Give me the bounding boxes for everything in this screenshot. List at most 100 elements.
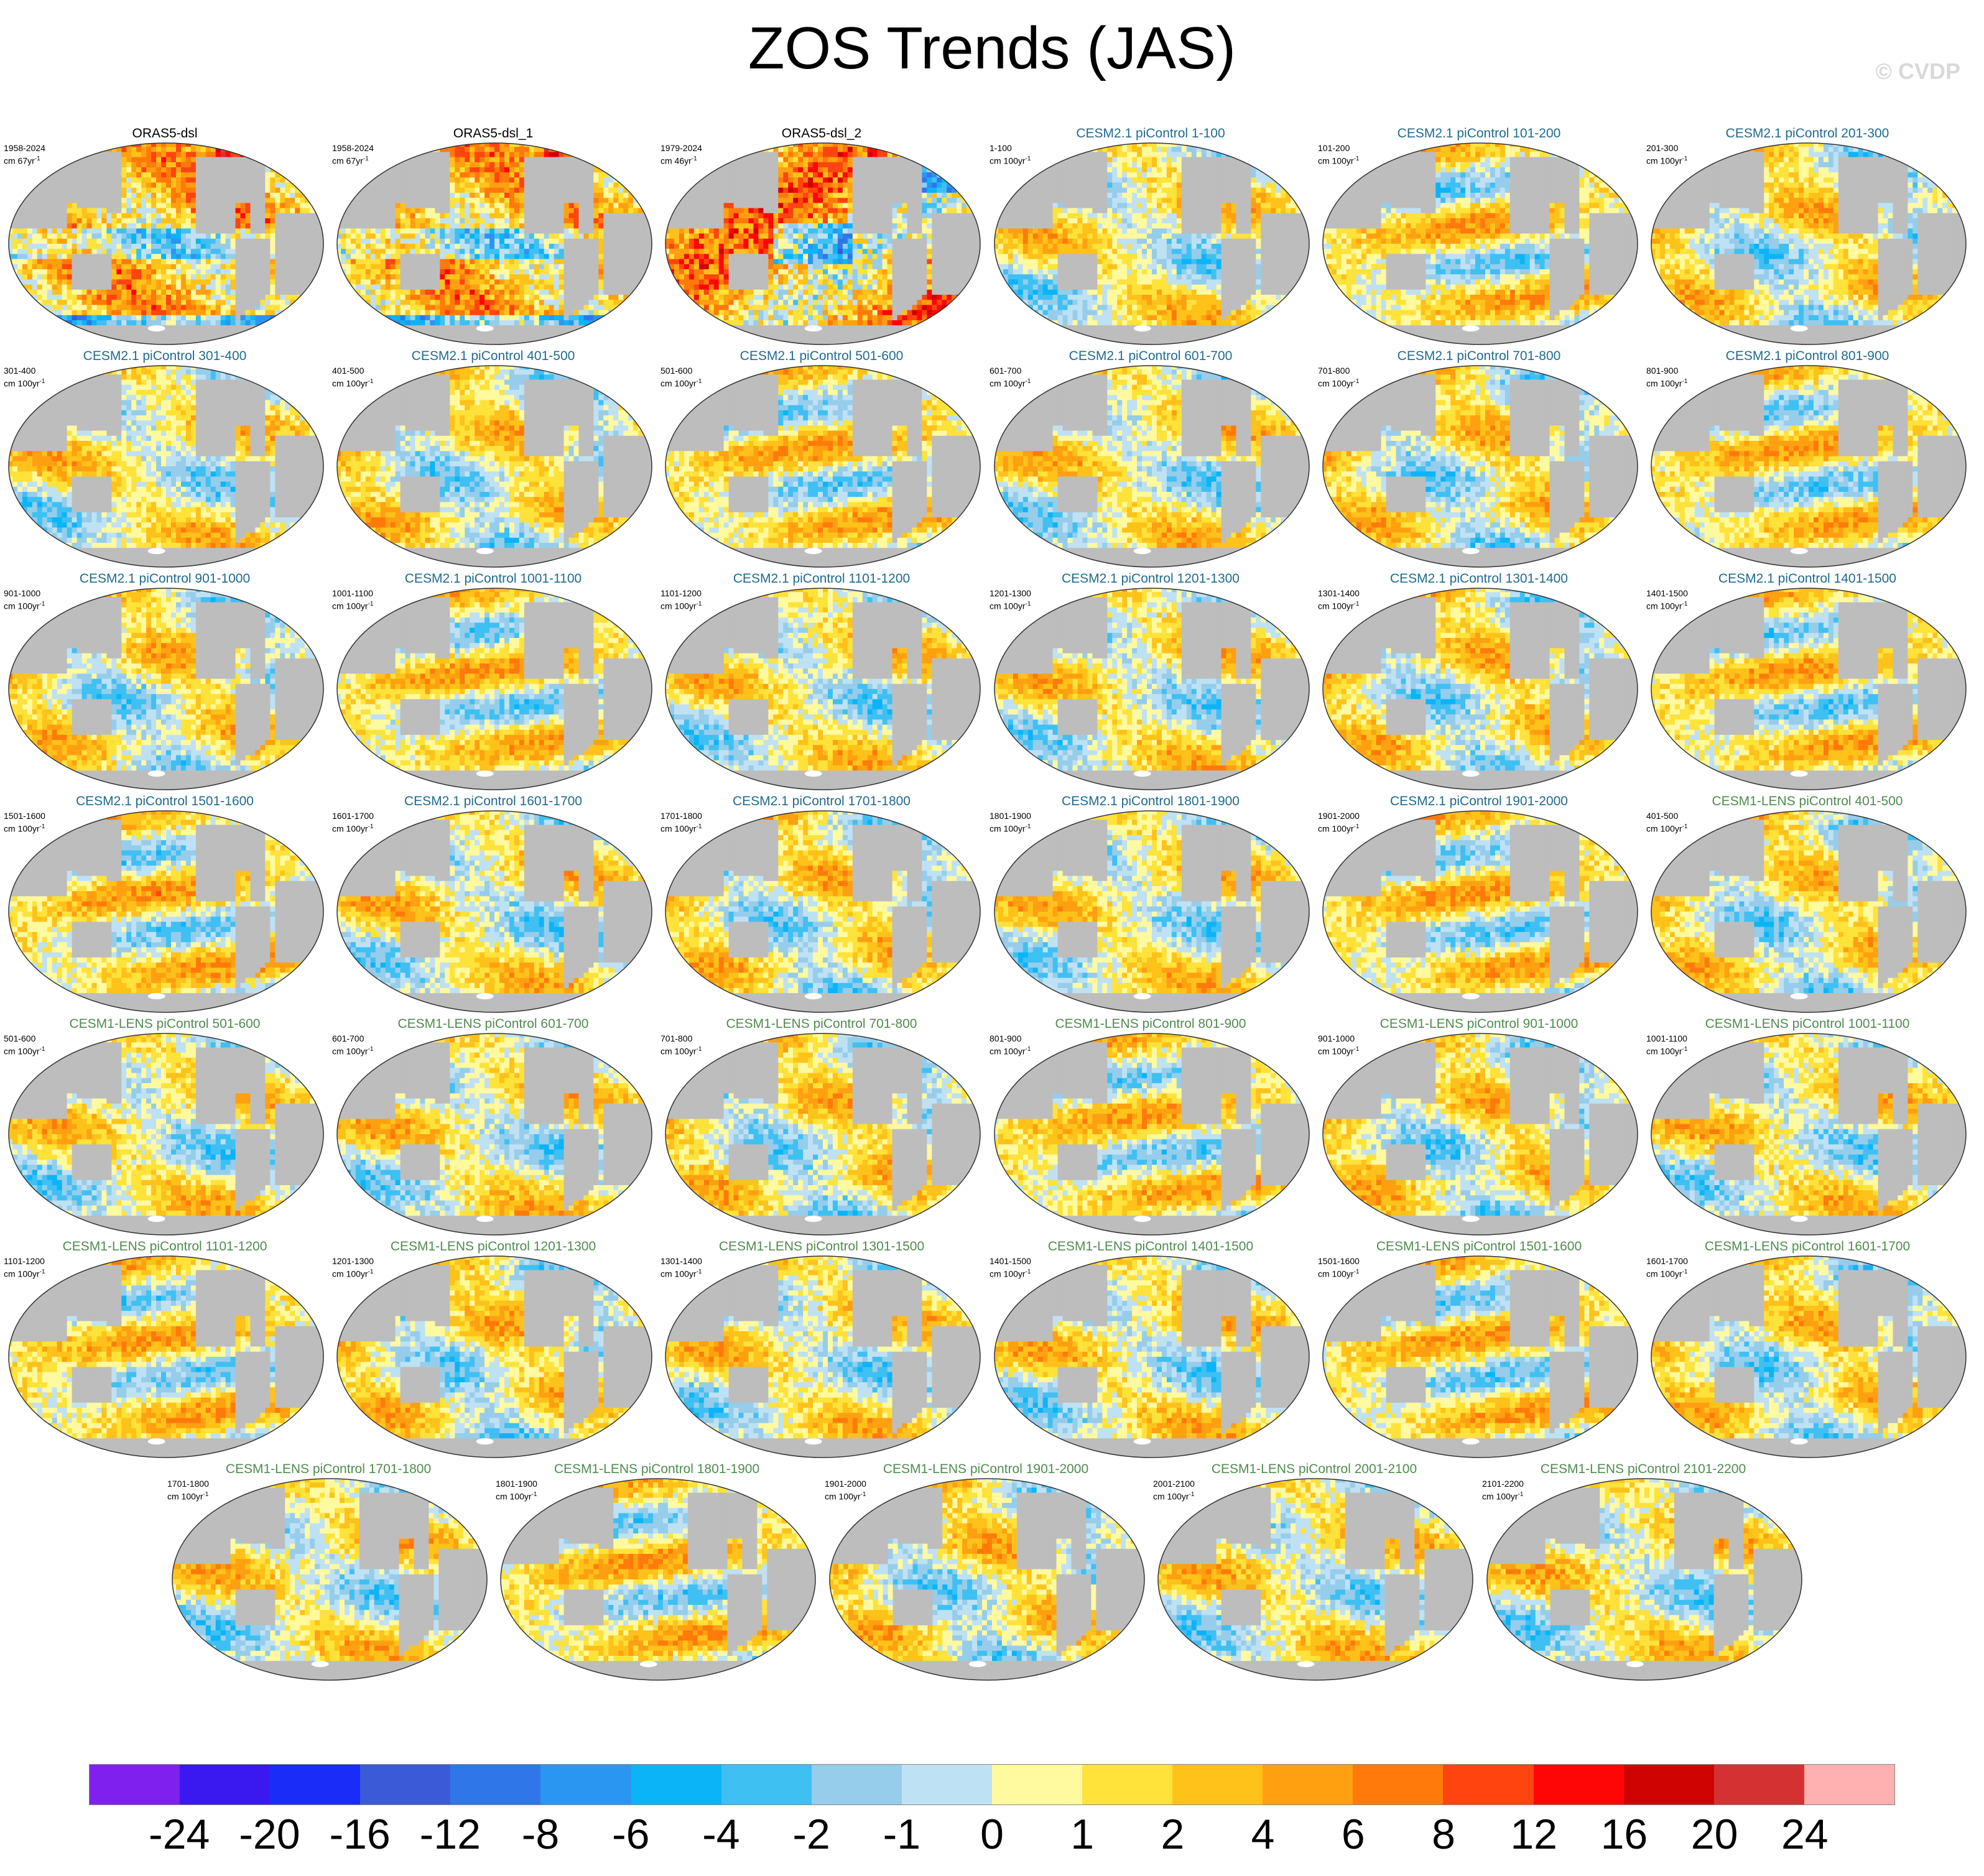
panel-title: CESM1-LENS piControl 901-1000 [1315,1016,1643,1032]
panel-units: cm 100yr-1 [990,154,1031,167]
world-map [1650,364,1967,568]
colorbar-box [1172,1765,1263,1804]
world-map [336,142,653,346]
ice-shelf [1134,1438,1151,1444]
world-map [993,810,1310,1014]
map-panel: CESM2.1 piControl 1001-1100 1001-1100 cm 1… [330,571,657,792]
panel-units: cm 100yr-1 [990,821,1031,834]
world-map [7,364,325,568]
colorbar-tick-label: 4 [1251,1806,1275,1862]
colorbar-box [1443,1765,1533,1804]
world-map [1486,1477,1803,1681]
panel-period: 601-700 [990,366,1031,376]
panel-meta: 1001-1100 cm 100yr-1 [1646,1033,1687,1057]
panel-units: cm 100yr-1 [825,1489,866,1502]
panel-meta: 1979-2024 cm 46yr-1 [661,143,702,167]
world-map [1322,1255,1639,1459]
panel-period: 501-600 [661,366,702,376]
panel-period: 1801-1900 [990,811,1031,821]
panel-meta: 1401-1500 cm 100yr-1 [990,1256,1031,1280]
colorbar-tick-label: 0 [980,1806,1004,1862]
panel-period: 1101-1200 [4,1256,45,1267]
panel-units: cm 67yr-1 [4,154,45,167]
panel-period: 1001-1100 [332,588,373,599]
panel-period: 1958-2024 [332,143,374,154]
ice-shelf [1462,325,1480,331]
world-map [993,142,1310,346]
panel-units: cm 100yr-1 [1646,376,1687,389]
panel-period: 1979-2024 [661,143,702,154]
panel-title: ORAS5-dsl_2 [658,126,985,142]
panel-title: CESM2.1 piControl 1201-1300 [987,571,1314,587]
map-panel: CESM1-LENS piControl 1901-2000 1901-2000 c… [822,1461,1149,1683]
panel-title: CESM1-LENS piControl 1301-1500 [658,1239,985,1255]
panel-title: CESM1-LENS piControl 1001-1100 [1644,1016,1971,1032]
panel-title: CESM1-LENS piControl 1701-1800 [165,1461,492,1477]
panel-title: CESM1-LENS piControl 1601-1700 [1644,1239,1971,1255]
panel-units: cm 100yr-1 [4,821,45,834]
world-map [7,810,325,1014]
ice-shelf [148,548,165,554]
ice-shelf [1134,993,1151,999]
panel-title: CESM2.1 piControl 901-1000 [1,571,328,587]
ice-shelf [476,770,494,777]
panel-meta: 1901-2000 cm 100yr-1 [825,1479,866,1502]
ice-shelf [1462,770,1480,777]
ice-shelf [1462,1438,1480,1444]
panel-units: cm 100yr-1 [1318,154,1359,167]
panel-units: cm 100yr-1 [496,1489,537,1502]
world-map [1322,364,1639,568]
panel-period: 1801-1900 [496,1479,537,1489]
panel-period: 1701-1800 [661,811,702,821]
panel-units: cm 100yr-1 [1153,1489,1195,1502]
panel-title: CESM1-LENS piControl 2001-2100 [1151,1461,1478,1477]
panel-units: cm 100yr-1 [332,1267,374,1280]
panel-meta: 401-500 cm 100yr-1 [1646,811,1687,834]
map-panel: CESM2.1 piControl 801-900 801-900 cm 100yr… [1644,348,1971,570]
panel-period: 2001-2100 [1153,1479,1195,1489]
world-map [993,587,1310,791]
panel-title: CESM2.1 piControl 201-300 [1644,126,1971,142]
panel-units: cm 100yr-1 [167,1489,209,1502]
panel-meta: 1701-1800 cm 100yr-1 [167,1479,209,1502]
panel-units: cm 100yr-1 [4,1044,45,1057]
panel-meta: 701-800 cm 100yr-1 [1318,366,1359,389]
colorbar-box [1082,1765,1172,1804]
ice-shelf [476,993,494,999]
colorbar-box [1804,1765,1894,1804]
panel-meta: 1601-1700 cm 100yr-1 [332,811,374,834]
map-panel: CESM1-LENS piControl 1201-1300 1201-1300 c… [330,1239,657,1460]
map-panel: CESM1-LENS piControl 1601-1700 1601-1700 c… [1644,1239,1971,1460]
panel-units: cm 100yr-1 [990,1267,1031,1280]
panel-meta: 1958-2024 cm 67yr-1 [332,143,374,167]
world-map [171,1477,488,1681]
colorbar-tick-label: -20 [239,1806,300,1862]
panel-title: CESM2.1 piControl 1401-1500 [1644,571,1971,587]
colorbar-box [721,1765,812,1804]
panel-meta: 501-600 cm 100yr-1 [661,366,702,389]
ice-shelf [1791,1216,1808,1222]
ice-shelf [1134,325,1151,331]
panel-period: 301-400 [4,366,45,376]
panel-meta: 101-200 cm 100yr-1 [1318,143,1359,167]
panel-meta: 2001-2100 cm 100yr-1 [1153,1479,1195,1502]
panel-units: cm 100yr-1 [661,599,702,612]
ice-shelf [1462,548,1480,554]
panel-period: 801-900 [990,1033,1031,1044]
colorbar-box [1534,1765,1624,1804]
panel-period: 601-700 [332,1033,373,1044]
panel-title: CESM2.1 piControl 501-600 [658,348,985,364]
panel-period: 1301-1400 [1318,588,1360,599]
colorbar-tick-label: -12 [420,1806,481,1862]
colorbar-tick-label: 20 [1691,1806,1738,1862]
world-map [664,364,981,568]
colorbar-tick-label: -1 [883,1806,920,1862]
panel-title: CESM2.1 piControl 101-200 [1315,126,1643,142]
world-map [993,364,1310,568]
map-panel: CESM1-LENS piControl 1501-1600 1501-1600 c… [1315,1239,1643,1460]
map-panel: CESM1-LENS piControl 401-500 401-500 cm 10… [1644,793,1971,1015]
ice-shelf [1791,548,1808,554]
colorbar-tick-label: -16 [329,1806,390,1862]
panel-meta: 1501-1600 cm 100yr-1 [4,811,45,834]
colorbar [89,1764,1895,1805]
